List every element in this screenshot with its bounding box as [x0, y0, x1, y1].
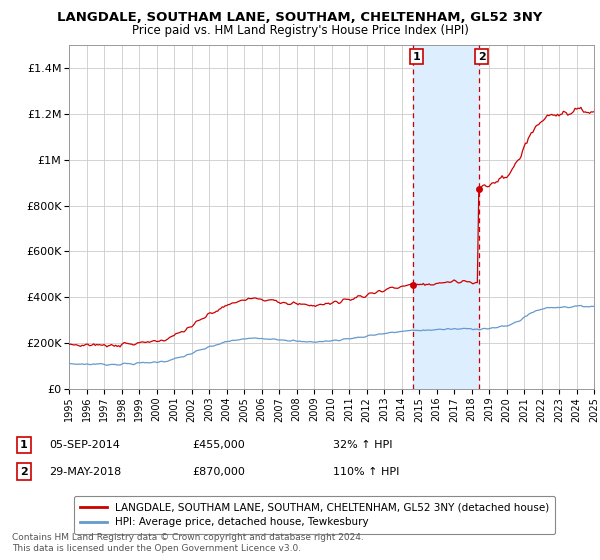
- Text: 1: 1: [412, 52, 420, 62]
- Text: 29-MAY-2018: 29-MAY-2018: [49, 466, 121, 477]
- Text: £870,000: £870,000: [192, 466, 245, 477]
- Text: Contains HM Land Registry data © Crown copyright and database right 2024.
This d: Contains HM Land Registry data © Crown c…: [12, 533, 364, 553]
- Text: 32% ↑ HPI: 32% ↑ HPI: [333, 440, 392, 450]
- Text: 05-SEP-2014: 05-SEP-2014: [49, 440, 120, 450]
- Text: LANGDALE, SOUTHAM LANE, SOUTHAM, CHELTENHAM, GL52 3NY: LANGDALE, SOUTHAM LANE, SOUTHAM, CHELTEN…: [58, 11, 542, 24]
- Text: £455,000: £455,000: [192, 440, 245, 450]
- Legend: LANGDALE, SOUTHAM LANE, SOUTHAM, CHELTENHAM, GL52 3NY (detached house), HPI: Ave: LANGDALE, SOUTHAM LANE, SOUTHAM, CHELTEN…: [74, 496, 556, 534]
- Text: 110% ↑ HPI: 110% ↑ HPI: [333, 466, 400, 477]
- Bar: [413, 45, 479, 389]
- Text: 2: 2: [478, 52, 485, 62]
- Text: 2: 2: [20, 466, 28, 477]
- Text: 1: 1: [20, 440, 28, 450]
- Text: Price paid vs. HM Land Registry's House Price Index (HPI): Price paid vs. HM Land Registry's House …: [131, 24, 469, 37]
